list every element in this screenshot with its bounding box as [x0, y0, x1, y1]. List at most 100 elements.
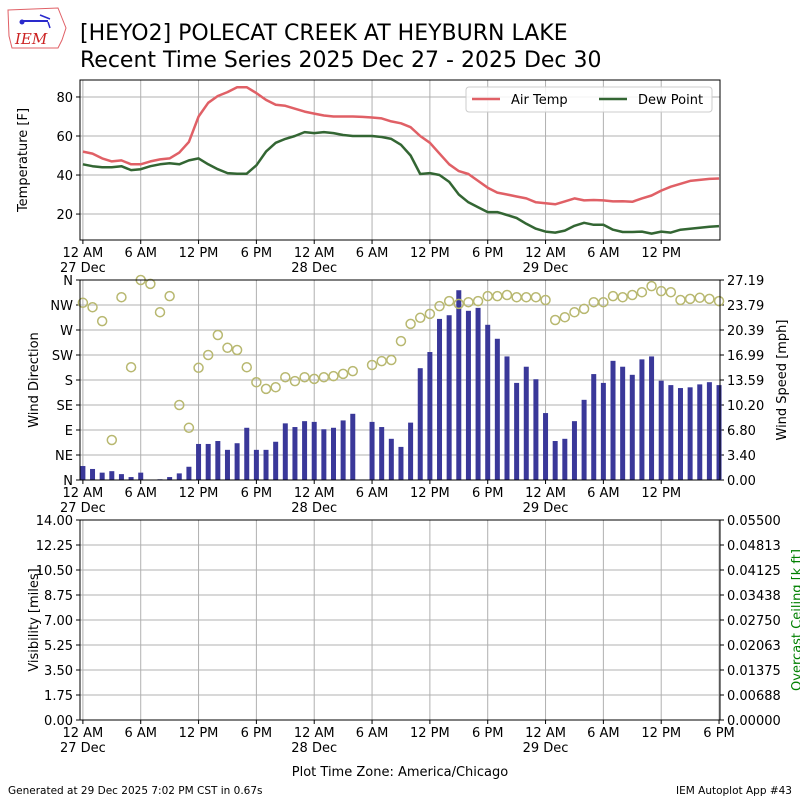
- wind-direction-point: [308, 373, 320, 385]
- y-tick-label: 5.25: [44, 639, 73, 654]
- y2-tick-label: 23.79: [727, 299, 764, 314]
- wind-direction-point: [116, 291, 127, 303]
- y2-tick-label: 0.00688: [727, 689, 781, 704]
- x-tick-label: 6 AM: [124, 726, 157, 741]
- wind-direction-point: [366, 359, 378, 371]
- wind-direction-point: [193, 362, 204, 374]
- wind-speed-bar: [456, 290, 462, 480]
- wind-direction-point: [280, 371, 291, 383]
- wind-direction-point: [96, 315, 108, 327]
- wind-speed-bar: [417, 368, 423, 480]
- wind-speed-bar: [398, 446, 404, 480]
- wind-speed-bar: [224, 449, 230, 480]
- wind-direction-point: [183, 422, 195, 434]
- x-tick-label: 6 AM: [356, 486, 389, 501]
- y2-tick-label: 13.59: [727, 374, 764, 389]
- wind-speed-bar: [706, 382, 712, 480]
- x-tick-label: 6 AM: [124, 246, 157, 261]
- y-tick-label: 8.75: [44, 589, 73, 604]
- y2-tick-label: 0.05500: [727, 514, 781, 529]
- wind-direction-point: [472, 295, 484, 307]
- wind-direction-point: [530, 291, 542, 303]
- wind-speed-bar: [321, 429, 327, 480]
- wind-direction-point: [655, 285, 667, 297]
- wind-direction-point: [627, 289, 638, 301]
- wind-direction-point: [202, 349, 214, 361]
- wind-speed-bar: [196, 443, 202, 480]
- x-tick-date: 28 Dec: [291, 501, 337, 516]
- y-tick-label: 10.50: [36, 564, 73, 579]
- wind-direction-point: [145, 278, 156, 290]
- wind-speed-bar: [649, 356, 655, 480]
- wind-speed-bar: [523, 366, 529, 480]
- wind-direction-point: [492, 290, 503, 302]
- x-tick-date: 27 Dec: [60, 261, 106, 276]
- wind-direction-point: [414, 312, 426, 324]
- wind-direction-point: [231, 344, 243, 356]
- wind-speed-bar: [610, 360, 616, 480]
- x-tick-label: 6 AM: [124, 486, 157, 501]
- wind-speed-bar: [427, 352, 433, 480]
- wind-speed-bar: [677, 388, 683, 480]
- wind-speed-bar: [273, 441, 279, 480]
- x-tick-label: 12 AM: [294, 246, 335, 261]
- wind-direction-point: [251, 376, 262, 388]
- wind-speed-bar: [543, 413, 549, 480]
- y2-tick-label: 20.39: [727, 324, 764, 339]
- y2-tick-label: 27.19: [727, 274, 764, 289]
- y2-axis-label: Wind Speed [mph]: [775, 320, 790, 441]
- wind-direction-point: [617, 291, 628, 303]
- x-tick-label: 12 PM: [410, 486, 450, 501]
- wind-speed-bar: [388, 438, 394, 480]
- y-tick-label: 12.25: [36, 539, 73, 554]
- x-tick-label: 6 PM: [472, 726, 503, 741]
- y2-tick-label: 0.00: [727, 474, 756, 489]
- y2-tick-label: 6.80: [727, 424, 756, 439]
- wind-direction-point: [607, 290, 619, 302]
- x-tick-label: 12 AM: [62, 726, 103, 741]
- x-tick-label: 6 AM: [587, 726, 620, 741]
- wind-speed-bar: [292, 427, 298, 480]
- x-tick-date: 27 Dec: [60, 741, 106, 756]
- y-axis-label: Temperature [F]: [16, 108, 31, 213]
- y-tick-label: 0.00: [44, 714, 73, 729]
- x-tick-label: 12 PM: [641, 486, 681, 501]
- wind-direction-point: [704, 293, 715, 305]
- x-tick-label: 6 AM: [356, 246, 389, 261]
- wind-speed-bar: [138, 472, 144, 480]
- x-tick-label: 6 AM: [587, 246, 620, 261]
- wind-direction-point: [598, 296, 609, 308]
- generated-note: Generated at 29 Dec 2025 7:02 PM CST in …: [8, 785, 263, 797]
- wind-direction-point: [405, 318, 416, 330]
- x-tick-label: 12 PM: [179, 246, 219, 261]
- y-tick-label: NE: [55, 449, 73, 464]
- wind-speed-bar: [600, 382, 606, 480]
- y-tick-label: 40: [56, 169, 73, 184]
- x-tick-label: 6 AM: [587, 486, 620, 501]
- wind-speed-bar: [629, 374, 635, 480]
- y2-tick-label: 3.40: [727, 449, 756, 464]
- wind-direction-point: [328, 370, 339, 382]
- wind-speed-bar: [494, 338, 500, 480]
- wind-direction-point: [521, 291, 532, 303]
- y-tick-label: 80: [56, 91, 73, 106]
- wind-direction-point: [212, 329, 224, 341]
- x-tick-label: 12 AM: [294, 486, 335, 501]
- y-tick-label: W: [60, 324, 73, 339]
- wind-direction-point: [164, 290, 175, 302]
- wind-speed-bar: [167, 477, 173, 480]
- wind-speed-bar: [437, 318, 443, 480]
- wind-direction-point: [87, 301, 98, 313]
- x-tick-date: 28 Dec: [291, 741, 337, 756]
- y2-tick-label: 10.20: [727, 399, 764, 414]
- wind-speed-bar: [118, 474, 124, 480]
- wind-speed-bar: [80, 466, 86, 480]
- wind-direction-point: [540, 294, 551, 306]
- wind-speed-bar: [571, 421, 577, 480]
- x-tick-label: 6 AM: [356, 726, 389, 741]
- plot-frame: [79, 519, 721, 721]
- wind-direction-point: [299, 371, 310, 383]
- y-axis-label: Visibility [miles]: [27, 568, 42, 671]
